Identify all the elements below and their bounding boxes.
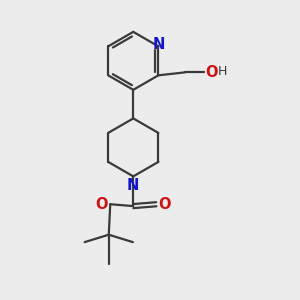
Text: N: N <box>127 178 140 193</box>
Text: O: O <box>158 197 171 212</box>
Text: O: O <box>205 65 217 80</box>
Text: N: N <box>153 38 165 52</box>
Text: H: H <box>218 65 227 78</box>
Text: O: O <box>95 197 108 212</box>
